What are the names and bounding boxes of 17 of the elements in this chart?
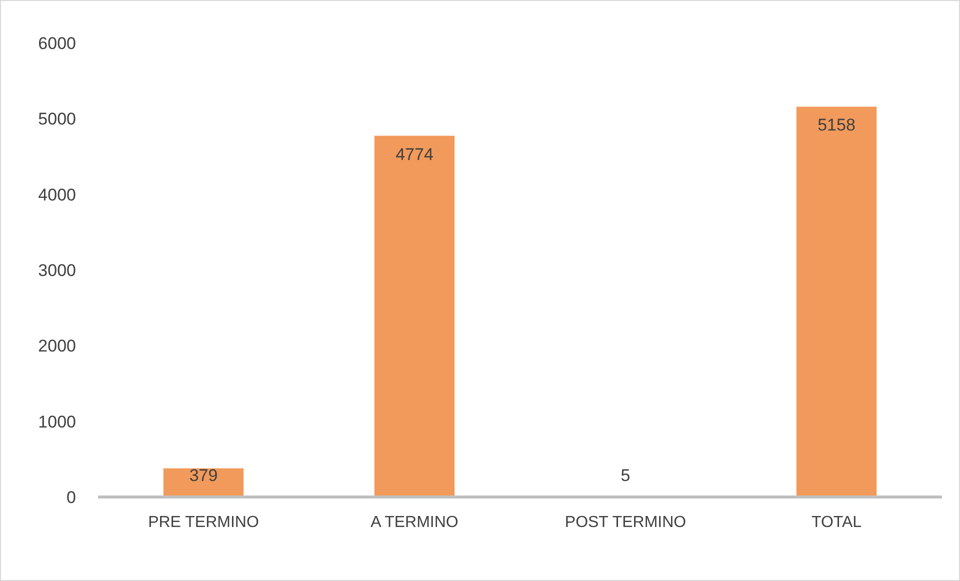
x-tick-label: A TERMINO: [370, 514, 458, 531]
y-tick-label: 3000: [38, 260, 76, 280]
data-label: 5158: [818, 116, 856, 135]
bar: [374, 136, 455, 497]
x-tick-label: PRE TERMINO: [148, 514, 259, 531]
data-label: 5: [620, 466, 630, 485]
y-tick-label: 1000: [38, 412, 76, 432]
bar: [796, 106, 877, 497]
x-tick-label: TOTAL: [811, 514, 862, 531]
data-label: 379: [189, 466, 218, 485]
y-tick-label: 4000: [38, 185, 76, 204]
y-tick-label: 0: [66, 488, 76, 507]
y-tick-label: 5000: [38, 110, 76, 129]
x-tick-label: POST TERMINO: [564, 514, 686, 531]
y-tick-label: 2000: [38, 336, 76, 356]
y-tick-label: 6000: [38, 34, 76, 53]
data-label: 4774: [396, 144, 434, 164]
